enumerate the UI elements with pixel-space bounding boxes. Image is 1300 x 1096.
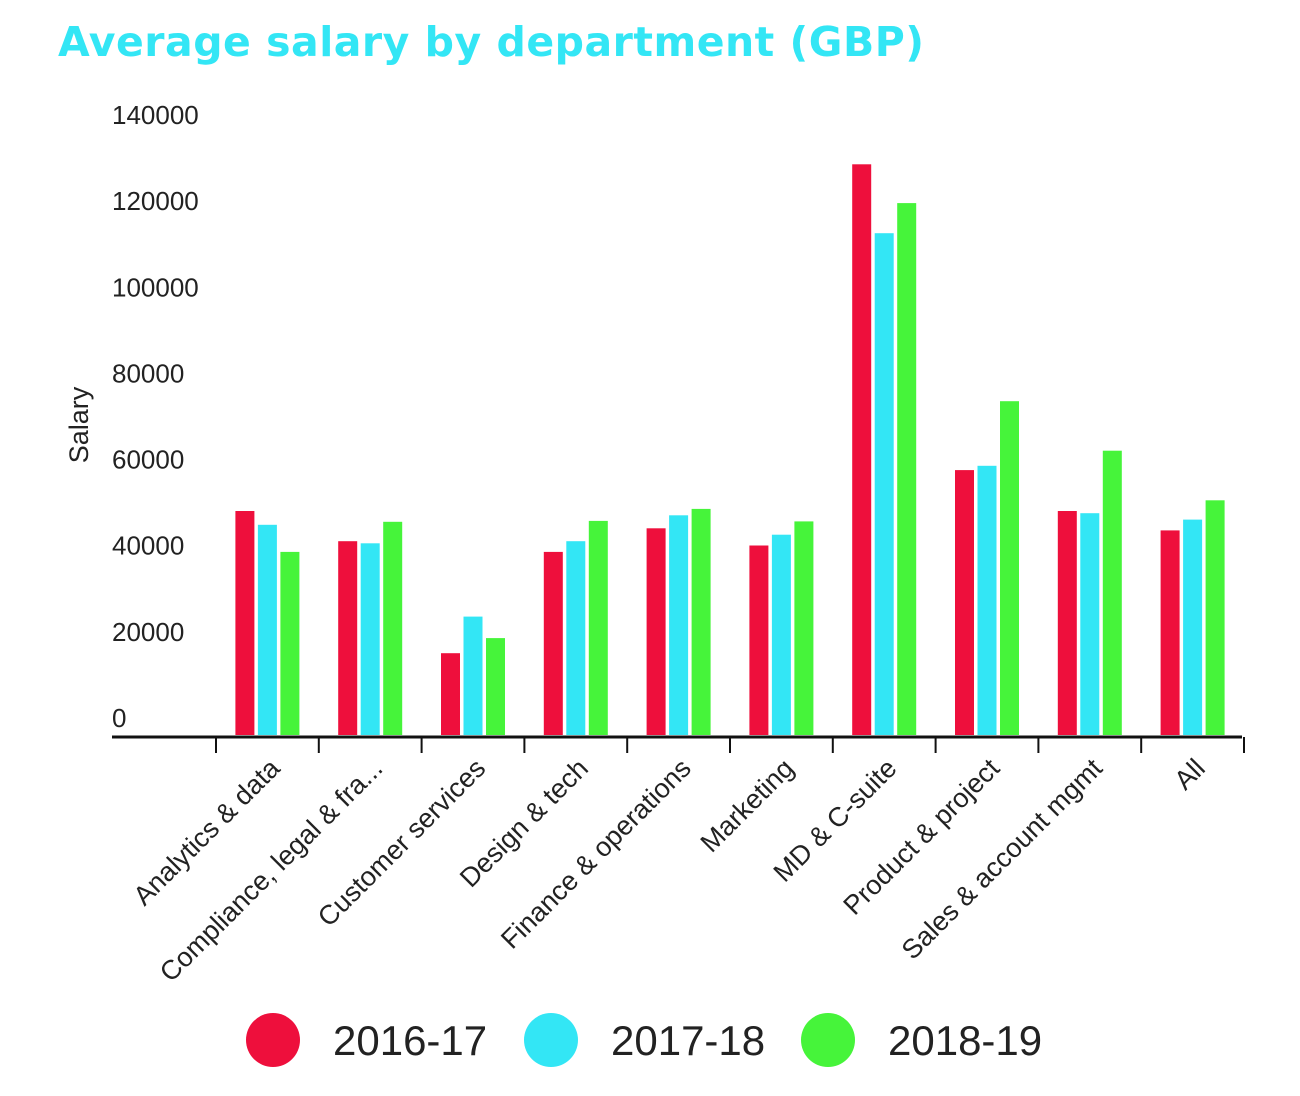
bar: [1057, 511, 1077, 735]
bar: [463, 616, 483, 735]
bar: [257, 524, 277, 735]
bar: [691, 508, 711, 735]
legend-swatch: [801, 1013, 855, 1067]
y-tick-label: 80000: [112, 358, 184, 388]
bar: [280, 551, 300, 735]
y-tick-label: 60000: [112, 445, 184, 475]
bar: [874, 233, 894, 735]
y-axis-ticks: 0 20000 40000 60000 80000 100000 120000 140000: [112, 100, 199, 733]
bar: [852, 164, 872, 736]
bar: [1102, 450, 1122, 735]
bar: [794, 521, 814, 735]
y-tick-label: 100000: [112, 272, 199, 302]
x-category-label: Marketing: [695, 753, 800, 858]
bar: [1205, 500, 1225, 735]
bar: [669, 515, 689, 735]
bar: [588, 520, 608, 735]
x-category-label: Sales & account mgmt: [896, 753, 1109, 966]
bar: [955, 470, 974, 735]
bar: [1080, 513, 1100, 735]
legend-swatch: [524, 1013, 578, 1067]
legend-swatch: [246, 1013, 300, 1067]
bar: [338, 541, 358, 735]
chart-title: Average salary by department (GBP): [58, 18, 925, 66]
x-axis-ticks: [215, 737, 1245, 753]
bar: [360, 543, 380, 735]
bar: [383, 521, 403, 735]
bar: [749, 545, 769, 735]
bar: [441, 653, 460, 735]
bar: [771, 534, 791, 735]
bar: [543, 551, 563, 735]
bar: [1160, 530, 1180, 735]
bar: [1183, 519, 1203, 735]
legend-label: 2016-17: [333, 1017, 487, 1064]
x-category-label: Customer services: [312, 753, 491, 932]
y-tick-label: 0: [112, 703, 126, 733]
y-tick-label: 140000: [112, 100, 199, 130]
bars-group: [235, 164, 1225, 736]
y-tick-label: 20000: [112, 617, 184, 647]
x-category-label: All: [1168, 753, 1210, 795]
x-category-label: Finance & operations: [495, 753, 697, 955]
bar: [566, 541, 586, 735]
legend-label: 2018-19: [888, 1017, 1042, 1064]
y-tick-label: 120000: [112, 186, 199, 216]
bar: [1000, 401, 1019, 735]
bar: [486, 638, 505, 735]
bar: [646, 528, 666, 735]
bar: [977, 465, 997, 735]
bar: [235, 511, 255, 735]
bar: [897, 203, 917, 736]
legend: 2016-17 2017-18 2018-19: [246, 1013, 1042, 1067]
legend-label: 2017-18: [611, 1017, 765, 1064]
y-axis-title: Salary: [64, 386, 94, 463]
y-tick-label: 40000: [112, 531, 184, 561]
